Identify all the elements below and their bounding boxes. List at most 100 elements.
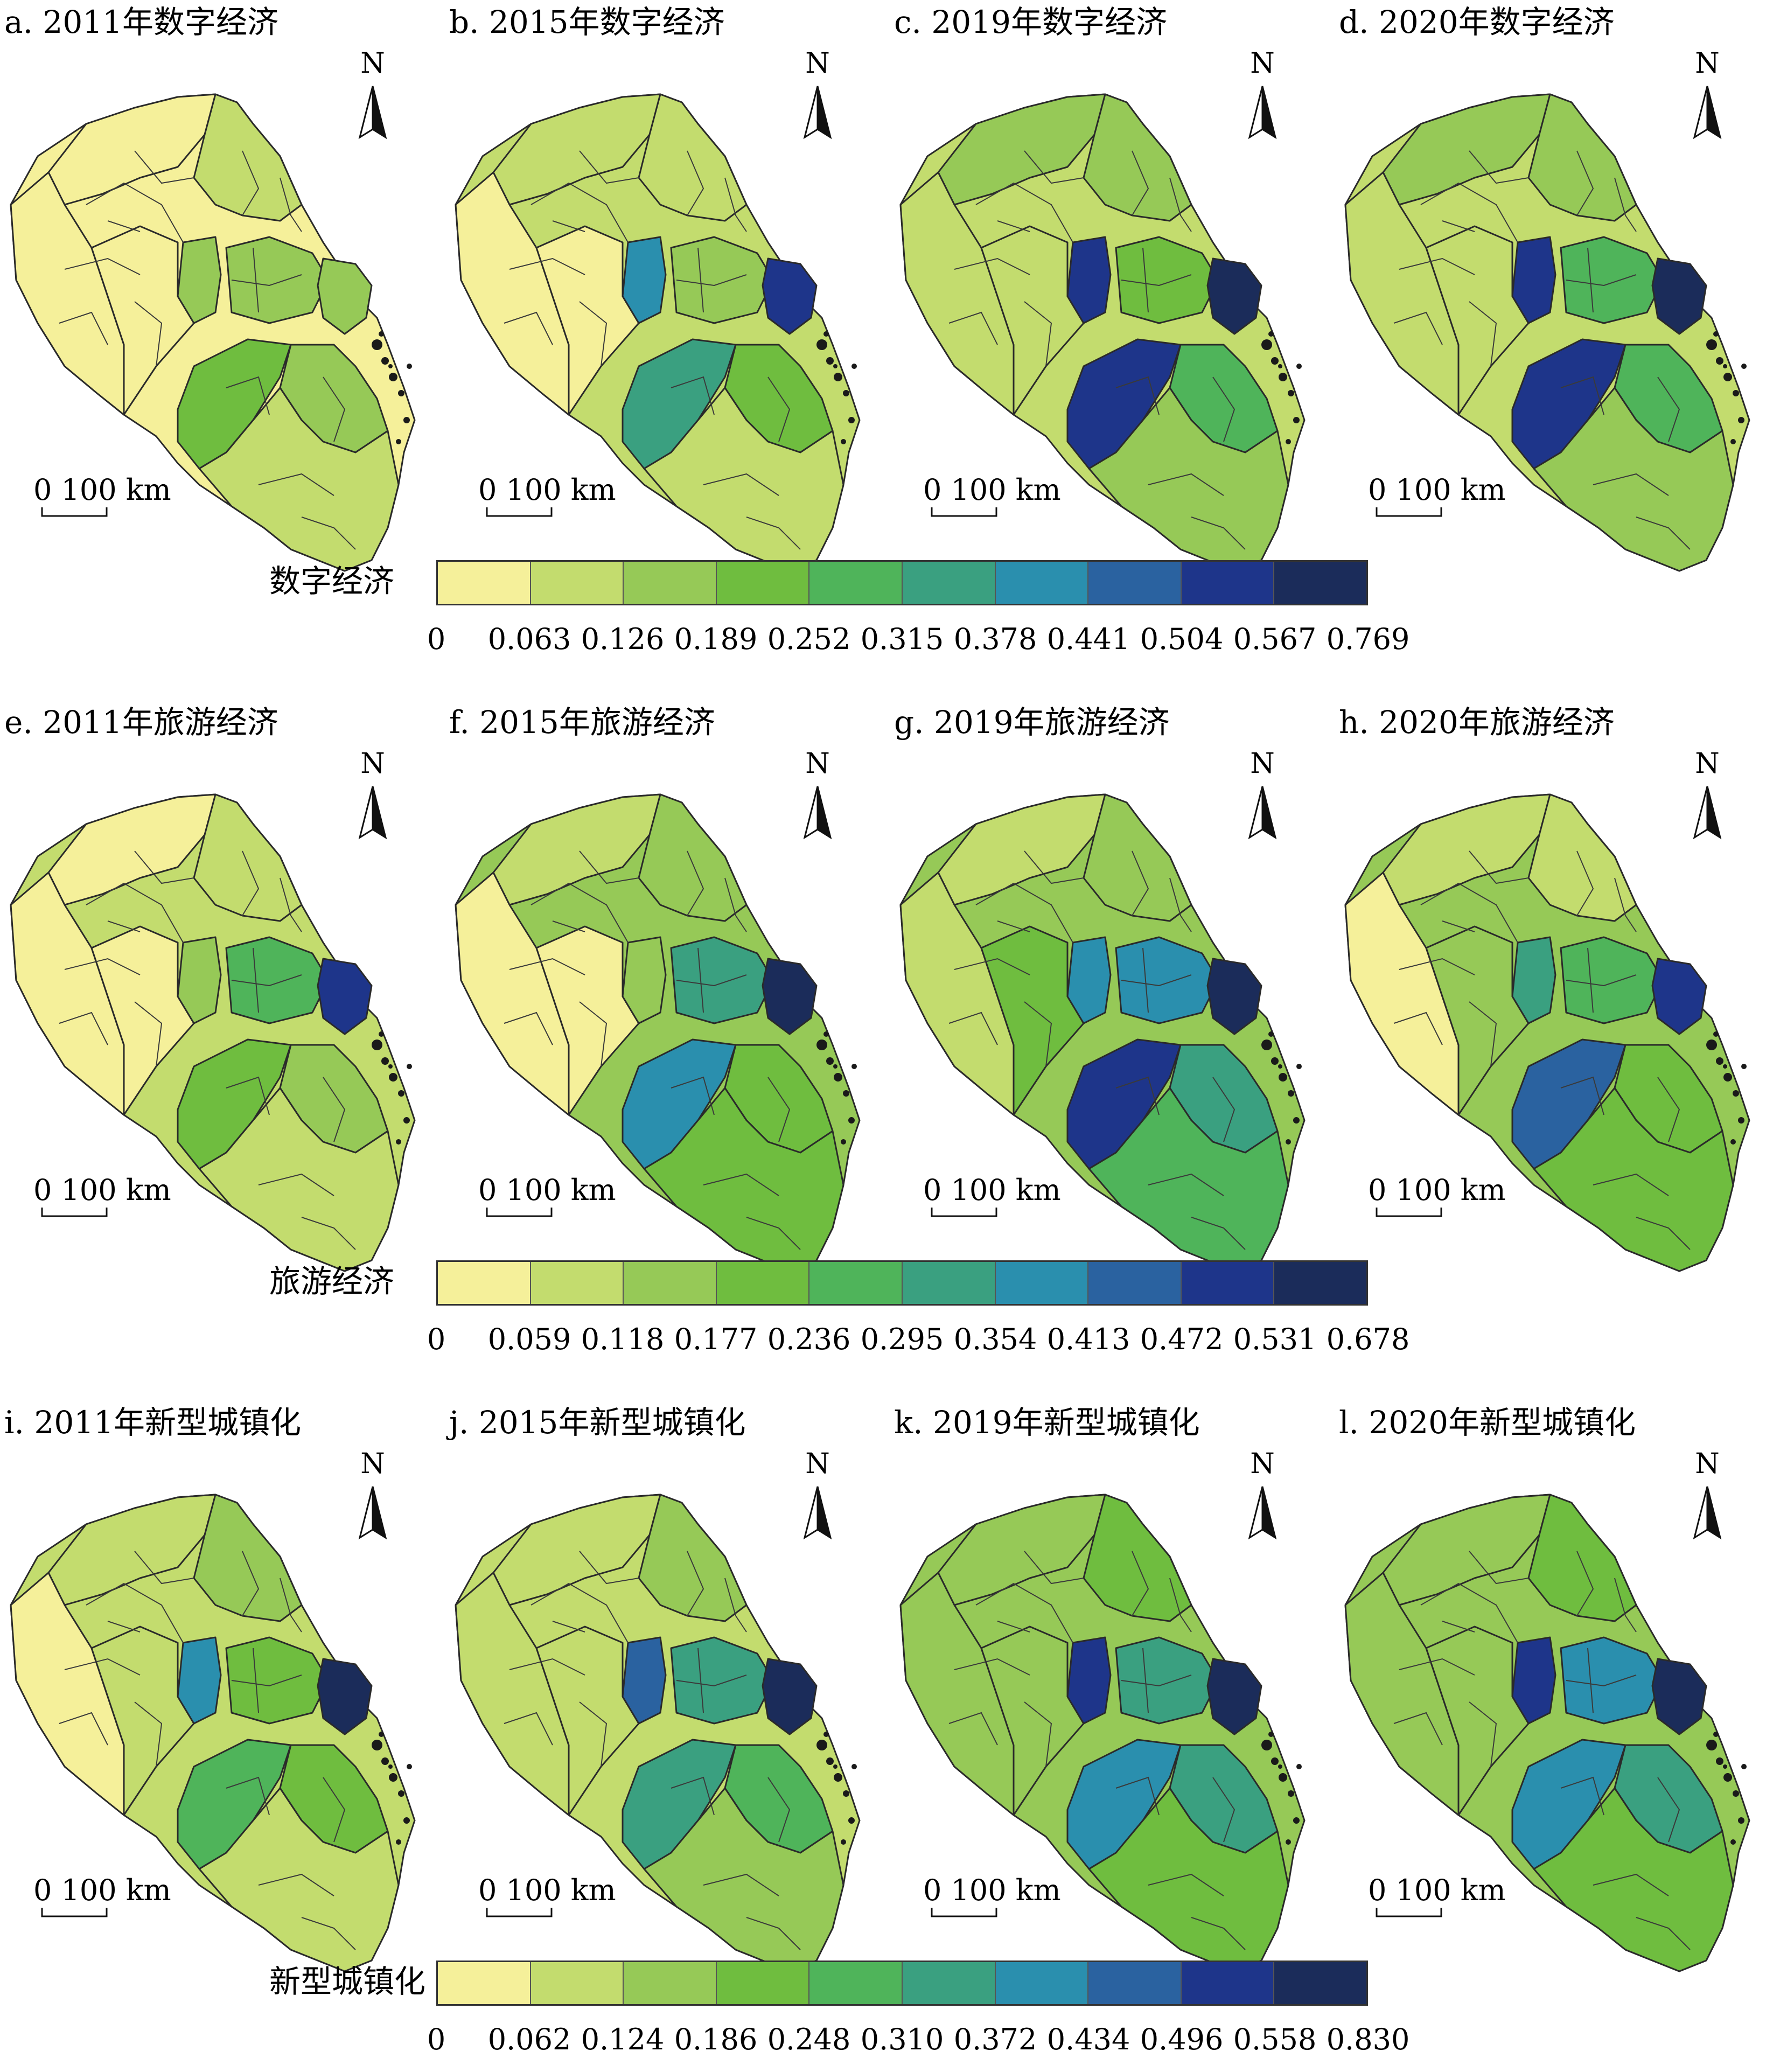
county-boundary <box>1169 1578 1192 1633</box>
island <box>1271 357 1279 365</box>
island <box>1293 417 1300 423</box>
county-boundary <box>1393 311 1443 345</box>
legend-tick-label: 0.252 <box>767 622 851 656</box>
map-region-shanghai <box>1206 958 1262 1035</box>
county-boundary <box>107 220 141 232</box>
map-region-south <box>1533 387 1734 572</box>
county-boundary <box>231 274 302 287</box>
county-boundary <box>767 376 791 442</box>
scale-label: 0 100 km <box>1368 473 1506 507</box>
legend-tick-label: 0.062 <box>487 2022 571 2056</box>
county-boundary <box>509 257 585 275</box>
county-boundary <box>59 1712 108 1746</box>
island <box>1279 373 1287 381</box>
north-label: N <box>1250 47 1275 80</box>
choropleth-map: N 0 100 km <box>1344 1448 1750 1972</box>
legend-tick-label: 0.189 <box>674 622 758 656</box>
legend-swatch <box>1274 562 1366 604</box>
county-boundary <box>954 1658 1030 1676</box>
county-boundary <box>997 220 1030 232</box>
island <box>841 439 846 444</box>
legend-swatch <box>530 1962 624 2004</box>
scale-bar: 0 100 km <box>33 473 171 517</box>
legend-swatch <box>1274 1262 1366 1304</box>
map-region-south <box>1533 1787 1734 1972</box>
county-boundary <box>1399 257 1475 275</box>
county-boundary <box>242 850 260 916</box>
island <box>1730 439 1736 444</box>
island <box>834 1773 842 1782</box>
map-region-center <box>1066 1636 1112 1725</box>
north-label: N <box>1695 1448 1720 1480</box>
legend-tick-label: 0.496 <box>1140 2022 1224 2056</box>
county-boundary <box>697 1648 704 1713</box>
legend-swatch <box>995 562 1089 604</box>
county-boundary <box>552 220 585 232</box>
legend-swatch <box>438 562 531 604</box>
county-boundary <box>1560 1776 1604 1816</box>
island <box>389 1073 397 1082</box>
legend-swatch <box>716 562 810 604</box>
map-region-ne <box>1527 93 1637 222</box>
county-boundary <box>676 274 747 287</box>
island <box>851 1764 857 1769</box>
island <box>1723 364 1727 368</box>
county-boundary <box>1614 177 1637 232</box>
county-boundary <box>1115 376 1160 415</box>
county-boundary <box>671 1776 715 1816</box>
county-boundary <box>509 958 585 975</box>
panel-title: a. 2011年数字经济 <box>4 4 279 40</box>
county-boundary <box>1393 1712 1443 1746</box>
map-region-southwest <box>535 925 640 1116</box>
county-boundary <box>724 877 747 932</box>
county-boundary <box>1587 1648 1594 1713</box>
island <box>1723 373 1732 381</box>
scale-bar: 0 100 km <box>1368 1873 1506 1917</box>
map-region-ne <box>1083 93 1192 222</box>
scale-label: 0 100 km <box>478 473 616 507</box>
map-region-southwest <box>535 1625 640 1816</box>
island <box>1733 390 1739 396</box>
county-boundary <box>1169 877 1192 932</box>
map-region-southwest <box>980 925 1085 1116</box>
island <box>1741 1764 1747 1769</box>
north-arrow-icon: N <box>358 748 387 840</box>
legend-tick-label: 0.678 <box>1326 1322 1410 1356</box>
county-boundary <box>1469 150 1529 184</box>
county-boundary <box>1024 850 1084 884</box>
island <box>398 1090 404 1097</box>
island <box>407 1764 412 1769</box>
legend-tick-label: 0.567 <box>1233 622 1317 656</box>
map-region-center <box>177 936 222 1024</box>
island <box>851 1064 857 1069</box>
scale-label: 0 100 km <box>33 1873 171 1907</box>
county-boundary <box>948 1712 998 1746</box>
panel-title: d. 2020年数字经济 <box>1339 4 1615 40</box>
legend-swatch <box>1181 1262 1275 1304</box>
island <box>1713 1732 1719 1737</box>
legend-swatch <box>438 1962 531 2004</box>
legend-tick-label: 0.310 <box>860 2022 944 2056</box>
island <box>834 373 842 381</box>
legend-swatch <box>530 1262 624 1304</box>
map-region-shanghai <box>1206 1658 1262 1735</box>
county-boundary <box>301 1217 356 1250</box>
legend-title: 数字经济 <box>269 563 395 599</box>
county-boundary <box>231 1675 302 1687</box>
county-boundary <box>64 257 141 275</box>
county-boundary <box>579 1701 608 1767</box>
island <box>1286 1139 1291 1145</box>
island <box>1738 417 1744 423</box>
county-boundary <box>1148 1873 1224 1896</box>
island <box>843 1790 849 1797</box>
map-region-center <box>177 236 222 324</box>
county-boundary <box>280 1578 302 1633</box>
legend-tick-label: 0.769 <box>1326 622 1410 656</box>
map-region-ne <box>1083 793 1192 922</box>
scale-bar: 0 100 km <box>33 1173 171 1217</box>
county-boundary <box>280 177 302 232</box>
island <box>1738 1817 1744 1824</box>
county-boundary <box>552 920 585 932</box>
legend-tick-label: 0 <box>427 2022 446 2056</box>
island <box>1268 1732 1274 1737</box>
